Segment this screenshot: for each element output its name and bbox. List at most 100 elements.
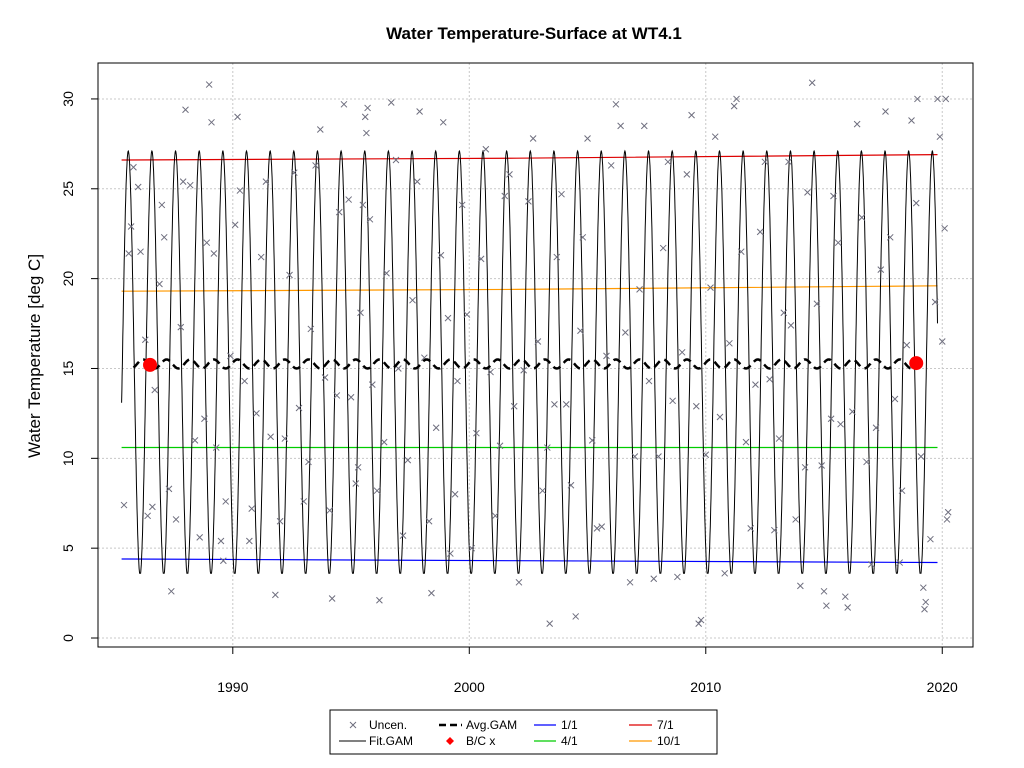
uncen-point (447, 550, 454, 557)
uncen-point (172, 516, 180, 523)
series-lines (121, 154, 938, 564)
uncen-point (286, 271, 293, 279)
uncen-point (818, 462, 826, 469)
uncen-point (236, 187, 244, 194)
uncen-point (943, 516, 951, 523)
series-line-10-1 (121, 285, 938, 292)
uncen-point (134, 183, 142, 191)
uncen-point (491, 512, 499, 520)
y-axis-label: Water Temperature [deg C] (25, 254, 44, 458)
uncen-point (383, 269, 390, 277)
uncen-point (321, 374, 329, 381)
uncen-point (543, 444, 551, 451)
uncen-point (458, 201, 466, 209)
uncen-point (177, 323, 185, 331)
uncen-point (617, 122, 624, 130)
uncen-point (368, 381, 376, 389)
uncen-point (823, 602, 830, 610)
uncen-point (326, 507, 334, 514)
uncen-point (428, 589, 435, 597)
plot-frame (97, 62, 974, 648)
uncen-point (165, 485, 173, 493)
uncen-point (770, 526, 778, 534)
uncen-point (340, 100, 348, 108)
uncen-point (730, 102, 738, 110)
uncen-point (373, 487, 381, 495)
uncen-point (830, 192, 837, 200)
uncen-point (645, 377, 653, 385)
uncen-point (179, 178, 187, 185)
uncen-point (439, 118, 447, 126)
uncen-point (942, 95, 950, 103)
uncen-point (416, 108, 423, 115)
uncen-point (546, 620, 554, 627)
uncen-point (328, 595, 336, 602)
uncen-point (451, 490, 459, 498)
fit-gam-line (121, 149, 938, 574)
uncen-point (607, 162, 615, 169)
axes: 1990 2000 2010 2020 0 5 10 15 20 25 30 (60, 91, 958, 695)
uncen-point (683, 171, 691, 178)
uncen-point (515, 578, 523, 586)
uncen-point (335, 208, 343, 216)
uncen-point (808, 79, 816, 87)
uncen-point (496, 442, 504, 450)
uncen-point (413, 178, 421, 185)
uncen-point (733, 95, 740, 103)
uncen-point (737, 248, 745, 256)
uncen-point (636, 286, 643, 293)
uncen-point (891, 395, 899, 403)
uncen-point (520, 366, 528, 374)
uncen-point (409, 296, 416, 304)
legend-label-fit: Fit.GAM (369, 734, 413, 748)
uncen-point (248, 505, 256, 512)
uncen-points-layer (120, 79, 952, 627)
uncen-point (366, 215, 374, 223)
bc-point (909, 356, 924, 371)
uncen-point (345, 196, 353, 203)
uncen-point (307, 325, 315, 333)
legend-label-s4: 4/1 (561, 734, 578, 748)
x-tick-label: 2000 (454, 679, 485, 695)
uncen-point (253, 410, 260, 417)
uncen-point (201, 415, 208, 423)
uncen-point (756, 228, 764, 236)
bc-points-layer (143, 356, 924, 372)
uncen-point (898, 487, 906, 495)
avg-gam-line (132, 358, 918, 370)
uncen-point (752, 381, 759, 389)
uncen-point (182, 106, 189, 114)
uncen-point (141, 336, 149, 344)
uncen-point (477, 255, 485, 263)
uncen-point (886, 233, 894, 241)
series-line-7-1 (121, 154, 938, 161)
uncen-point (775, 435, 783, 442)
uncen-point (525, 198, 532, 205)
uncen-point (674, 573, 681, 581)
uncen-point (872, 424, 880, 432)
uncen-point (203, 239, 211, 247)
uncen-point (432, 424, 440, 432)
uncen-point (482, 145, 490, 153)
uncen-point (669, 397, 677, 405)
uncen-point (692, 402, 700, 410)
uncen-point (908, 117, 915, 124)
y-tick-label: 0 (60, 634, 76, 642)
uncen-point (603, 352, 610, 360)
y-tick-label: 15 (60, 360, 76, 376)
y-tick-label: 10 (60, 450, 76, 466)
uncen-point (631, 453, 639, 460)
x-tick-label: 1990 (217, 679, 248, 695)
uncen-point (454, 377, 461, 385)
uncen-point (210, 250, 218, 257)
uncen-point (678, 348, 686, 356)
uncen-point (716, 413, 724, 421)
uncen-point (844, 604, 852, 611)
uncen-point (853, 120, 861, 128)
bc-point (143, 357, 158, 372)
uncen-point (506, 171, 513, 178)
uncen-point (234, 113, 241, 121)
y-tick-label: 25 (60, 181, 76, 197)
uncen-point (487, 368, 494, 376)
uncen-point (914, 95, 921, 103)
